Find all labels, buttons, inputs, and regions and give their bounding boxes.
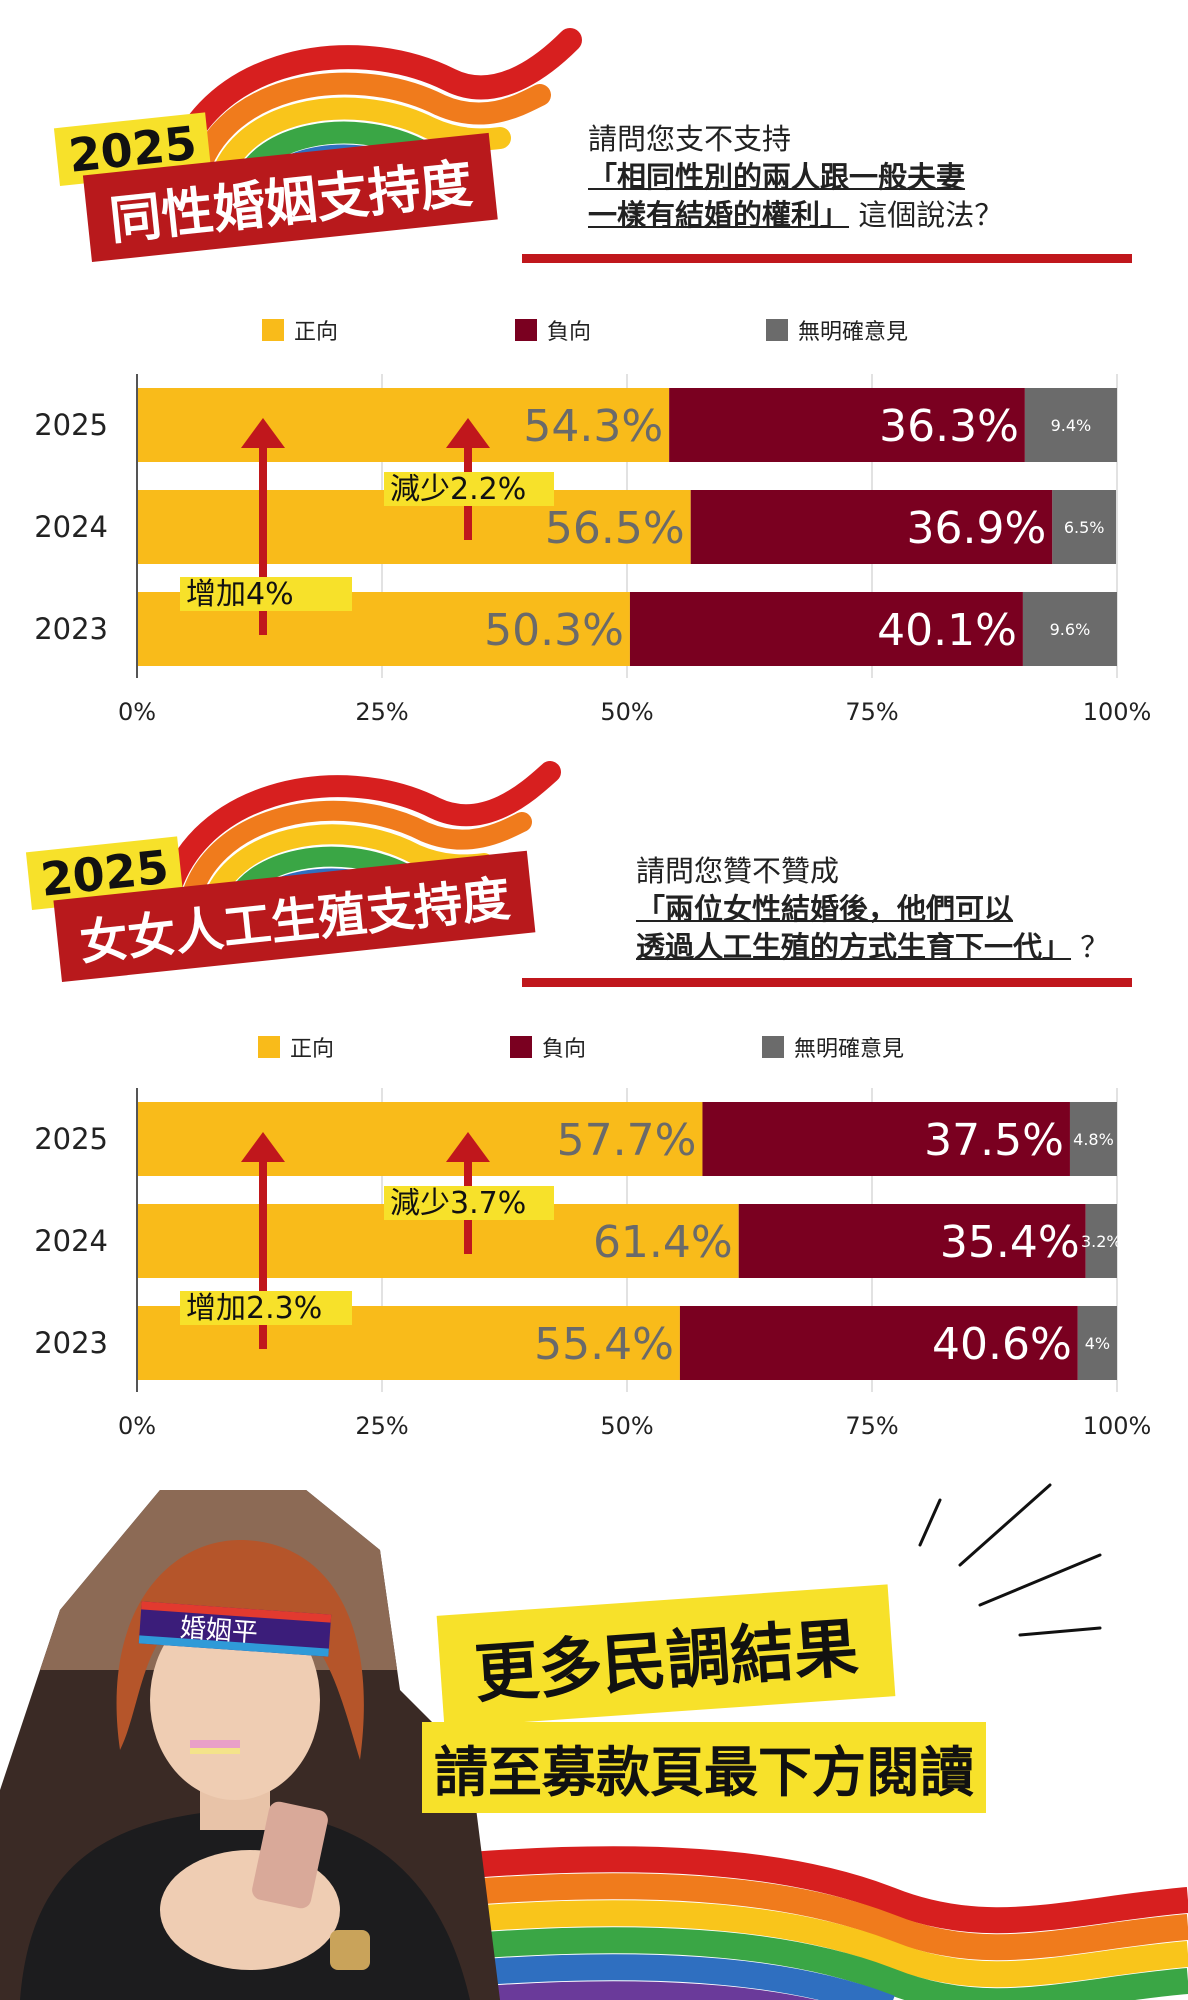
annotation-increase-label-bg: [180, 577, 352, 611]
arrow-increase-head: [241, 418, 285, 448]
data-label-2024-s0: 56.5%: [545, 503, 685, 554]
bar-segment-2024-s1: [738, 1204, 1086, 1278]
data-label-2025-s0: 57.7%: [557, 1115, 697, 1166]
legend-label-positive: 正向: [290, 1037, 335, 1062]
bar-segment-2025-s2: [1069, 1102, 1117, 1176]
x-tick-label: 100%: [1083, 698, 1152, 726]
panel2-legend-no-opinion: 無明確意見: [762, 1031, 904, 1063]
panel2-question: 請問您贊不贊成 「兩位女性結婚後，他們可以 透過人工生殖的方式生育下一代」 ？: [636, 852, 1109, 966]
panel2-legend-positive: 正向: [258, 1031, 334, 1063]
legend-swatch-no-opinion: [766, 319, 788, 341]
arrow-increase-head: [241, 1132, 285, 1162]
bar-segment-2023-s2: [1077, 1306, 1117, 1380]
data-label-2025-s0: 54.3%: [523, 401, 663, 452]
data-label-2024-s1: 36.9%: [907, 503, 1047, 554]
bottom-rainbow-decoration: [470, 1846, 1188, 2000]
panel1-question-suffix: 這個說法？: [858, 198, 1004, 232]
legend-swatch-no-opinion: [762, 1036, 784, 1058]
data-label-2025-s2: 4.8%: [1073, 1130, 1114, 1149]
legend-label-negative: 負向: [542, 1037, 587, 1062]
x-tick-label: 100%: [1083, 1412, 1152, 1440]
panel2-question-highlight-1: 「兩位女性結婚後，他們可以: [636, 892, 1014, 926]
legend-label-negative: 負向: [547, 320, 592, 345]
panel2-question-suffix: ？: [1080, 930, 1110, 964]
bar-segment-2023-s2: [1022, 592, 1117, 666]
person-photo: 婚姻平: [0, 1490, 500, 2000]
data-label-2025-s1: 36.3%: [879, 401, 1019, 452]
data-label-2024-s2: 6.5%: [1064, 518, 1105, 537]
bar-segment-2025-s2: [1024, 388, 1117, 462]
data-label-2024-s2: 3.2%: [1081, 1232, 1122, 1251]
category-label-2025: 2025: [34, 408, 108, 442]
bar-segment-2023-s1: [679, 1306, 1078, 1380]
legend-swatch-negative: [515, 319, 537, 341]
x-tick-label: 0%: [118, 1412, 156, 1440]
panel2-question-highlight-2: 透過人工生殖的方式生育下一代」: [636, 930, 1072, 964]
panel2-red-rule: [522, 978, 1132, 987]
category-label-2024: 2024: [34, 510, 108, 544]
x-tick-label: 75%: [845, 1412, 898, 1440]
legend-swatch-positive: [258, 1036, 280, 1058]
panel1-legend-negative: 負向: [515, 314, 591, 346]
annotation-increase-label: 增加2.3%: [186, 1291, 322, 1326]
legend-label-no-opinion: 無明確意見: [794, 1037, 905, 1062]
cta-read-at-donation-page[interactable]: 請至募款頁最下方閱讀: [422, 1722, 986, 1813]
data-label-2023-s1: 40.1%: [877, 605, 1017, 656]
data-label-2024-s1: 35.4%: [940, 1217, 1080, 1268]
arrow-decrease-head: [446, 418, 490, 448]
category-label-2023: 2023: [34, 1326, 108, 1360]
panel1-red-rule: [522, 254, 1132, 263]
panel1-legend-no-opinion: 無明確意見: [766, 314, 908, 346]
panel2-stacked-bar-chart: 0% 25% 50% 75% 100% 2025 57.7% 37.5% 4.8% 2024 61.…: [34, 1088, 1152, 1440]
category-label-2025: 2025: [34, 1122, 108, 1156]
panel1-question-highlight-2: 一樣有結婚的權利」: [588, 198, 850, 232]
legend-label-positive: 正向: [294, 320, 339, 345]
headband-text: 婚姻平: [179, 1613, 259, 1648]
panel1-legend-positive: 正向: [262, 314, 338, 346]
data-label-2025-s1: 37.5%: [924, 1115, 1064, 1166]
arrow-decrease-head: [446, 1132, 490, 1162]
data-label-2023-s1: 40.6%: [932, 1319, 1072, 1370]
data-label-2023-s2: 9.6%: [1050, 620, 1091, 639]
x-tick-label: 25%: [355, 698, 408, 726]
legend-swatch-negative: [510, 1036, 532, 1058]
panel2-legend-negative: 負向: [510, 1031, 586, 1063]
panel1-question-highlight-1: 「相同性別的兩人跟一般夫妻: [588, 160, 966, 194]
bar-segment-2025-s1: [702, 1102, 1070, 1176]
bar-segment-2025-s1: [669, 388, 1025, 462]
panel1-question: 請問您支不支持 「相同性別的兩人跟一般夫妻 一樣有結婚的權利」 這個說法？: [588, 120, 1003, 234]
bar-segment-2024-s1: [690, 490, 1053, 564]
bar-segment-2024-s2: [1085, 1204, 1117, 1278]
annotation-increase-label: 增加4%: [186, 577, 294, 612]
panel1-stacked-bar-chart: 0% 25% 50% 75% 100% 2025 54.3% 36.3% 9.4% 2024 56.…: [34, 374, 1152, 726]
annotation-decrease-label: 減少2.2%: [390, 472, 526, 507]
x-tick-label: 25%: [355, 1412, 408, 1440]
bar-segment-2024-s2: [1052, 490, 1117, 564]
annotation-decrease-label-bg: [384, 472, 554, 506]
data-label-2025-s2: 9.4%: [1051, 416, 1092, 435]
data-label-2023-s0: 55.4%: [534, 1319, 674, 1370]
data-label-2023-s0: 50.3%: [484, 605, 624, 656]
x-tick-label: 50%: [600, 1412, 653, 1440]
legend-label-no-opinion: 無明確意見: [798, 320, 909, 345]
bar-segment-2025-s0: [137, 1102, 703, 1176]
annotation-decrease-label: 減少3.7%: [390, 1186, 526, 1221]
data-label-2023-s2: 4%: [1085, 1334, 1110, 1353]
annotation-increase-label-bg: [180, 1291, 352, 1325]
cta-more-results[interactable]: 更多民調結果: [436, 1584, 896, 1728]
bar-segment-2025-s0: [137, 388, 670, 462]
x-tick-label: 50%: [600, 698, 653, 726]
x-tick-label: 0%: [118, 698, 156, 726]
data-label-2024-s0: 61.4%: [593, 1217, 733, 1268]
burst-lines-decoration: [918, 1483, 1102, 1637]
category-label-2024: 2024: [34, 1224, 108, 1258]
annotation-decrease-label-bg: [384, 1186, 554, 1220]
category-label-2023: 2023: [34, 612, 108, 646]
legend-swatch-positive: [262, 319, 284, 341]
panel1-question-prefix: 請問您支不支持: [588, 122, 792, 156]
x-tick-label: 75%: [845, 698, 898, 726]
bar-segment-2023-s1: [629, 592, 1023, 666]
panel2-question-prefix: 請問您贊不贊成: [636, 854, 840, 888]
